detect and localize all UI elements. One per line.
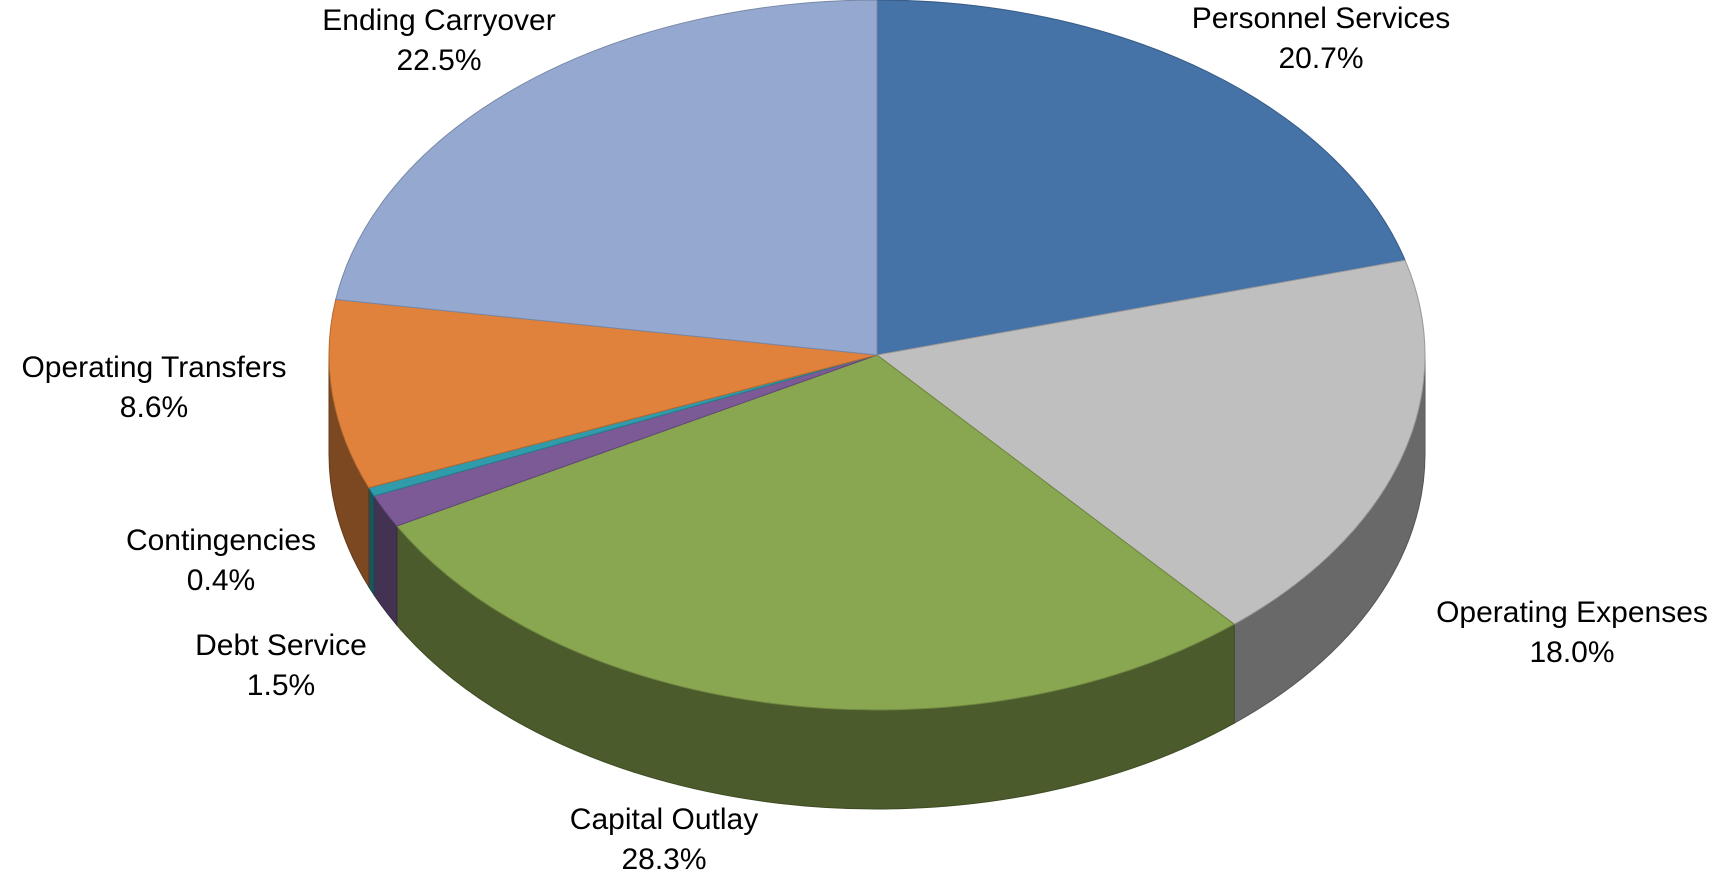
slice-label: Contingencies (126, 524, 316, 557)
slice-label: Ending Carryover (322, 4, 555, 37)
slice-value-label: 1.5% (247, 669, 315, 702)
slice-label: Operating Transfers (21, 351, 286, 384)
slice-label: Operating Expenses (1436, 596, 1708, 629)
slice (395, 354, 1236, 711)
slice-value-label: 28.3% (621, 843, 706, 874)
slice-value-label: 18.0% (1529, 636, 1614, 669)
slice-value-label: 22.5% (396, 44, 481, 77)
slice-value-label: 0.4% (187, 564, 255, 597)
slice-label: Capital Outlay (570, 803, 758, 836)
slice (335, 0, 878, 356)
slice-side (368, 486, 375, 597)
slice-value-label: 20.7% (1278, 42, 1363, 75)
slice-value-label: 8.6% (120, 391, 188, 424)
slice (328, 298, 878, 489)
slice (875, 259, 1426, 625)
slice (876, 0, 1406, 356)
slice-label: Debt Service (195, 629, 367, 662)
slice-label: Personnel Services (1192, 2, 1450, 35)
